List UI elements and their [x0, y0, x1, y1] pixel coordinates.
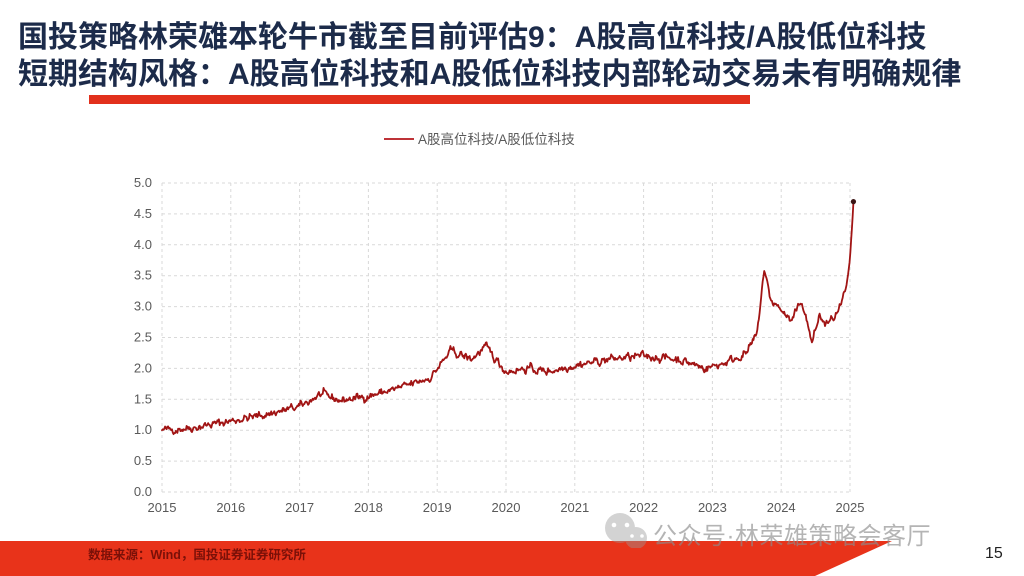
- svg-text:0.0: 0.0: [134, 484, 152, 499]
- svg-text:1.0: 1.0: [134, 422, 152, 437]
- svg-text:4.0: 4.0: [134, 237, 152, 252]
- svg-text:2020: 2020: [492, 500, 521, 515]
- svg-text:3.0: 3.0: [134, 299, 152, 314]
- svg-text:2019: 2019: [423, 500, 452, 515]
- svg-text:2021: 2021: [560, 500, 589, 515]
- svg-text:2017: 2017: [285, 500, 314, 515]
- svg-text:5.0: 5.0: [134, 175, 152, 190]
- svg-text:A股高位科技/A股低位科技: A股高位科技/A股低位科技: [418, 131, 575, 147]
- svg-text:3.5: 3.5: [134, 268, 152, 283]
- svg-text:2018: 2018: [354, 500, 383, 515]
- svg-text:2.5: 2.5: [134, 330, 152, 345]
- svg-text:2016: 2016: [216, 500, 245, 515]
- svg-text:2015: 2015: [148, 500, 177, 515]
- svg-text:2.0: 2.0: [134, 360, 152, 375]
- svg-text:1.5: 1.5: [134, 391, 152, 406]
- svg-text:0.5: 0.5: [134, 453, 152, 468]
- svg-text:4.5: 4.5: [134, 206, 152, 221]
